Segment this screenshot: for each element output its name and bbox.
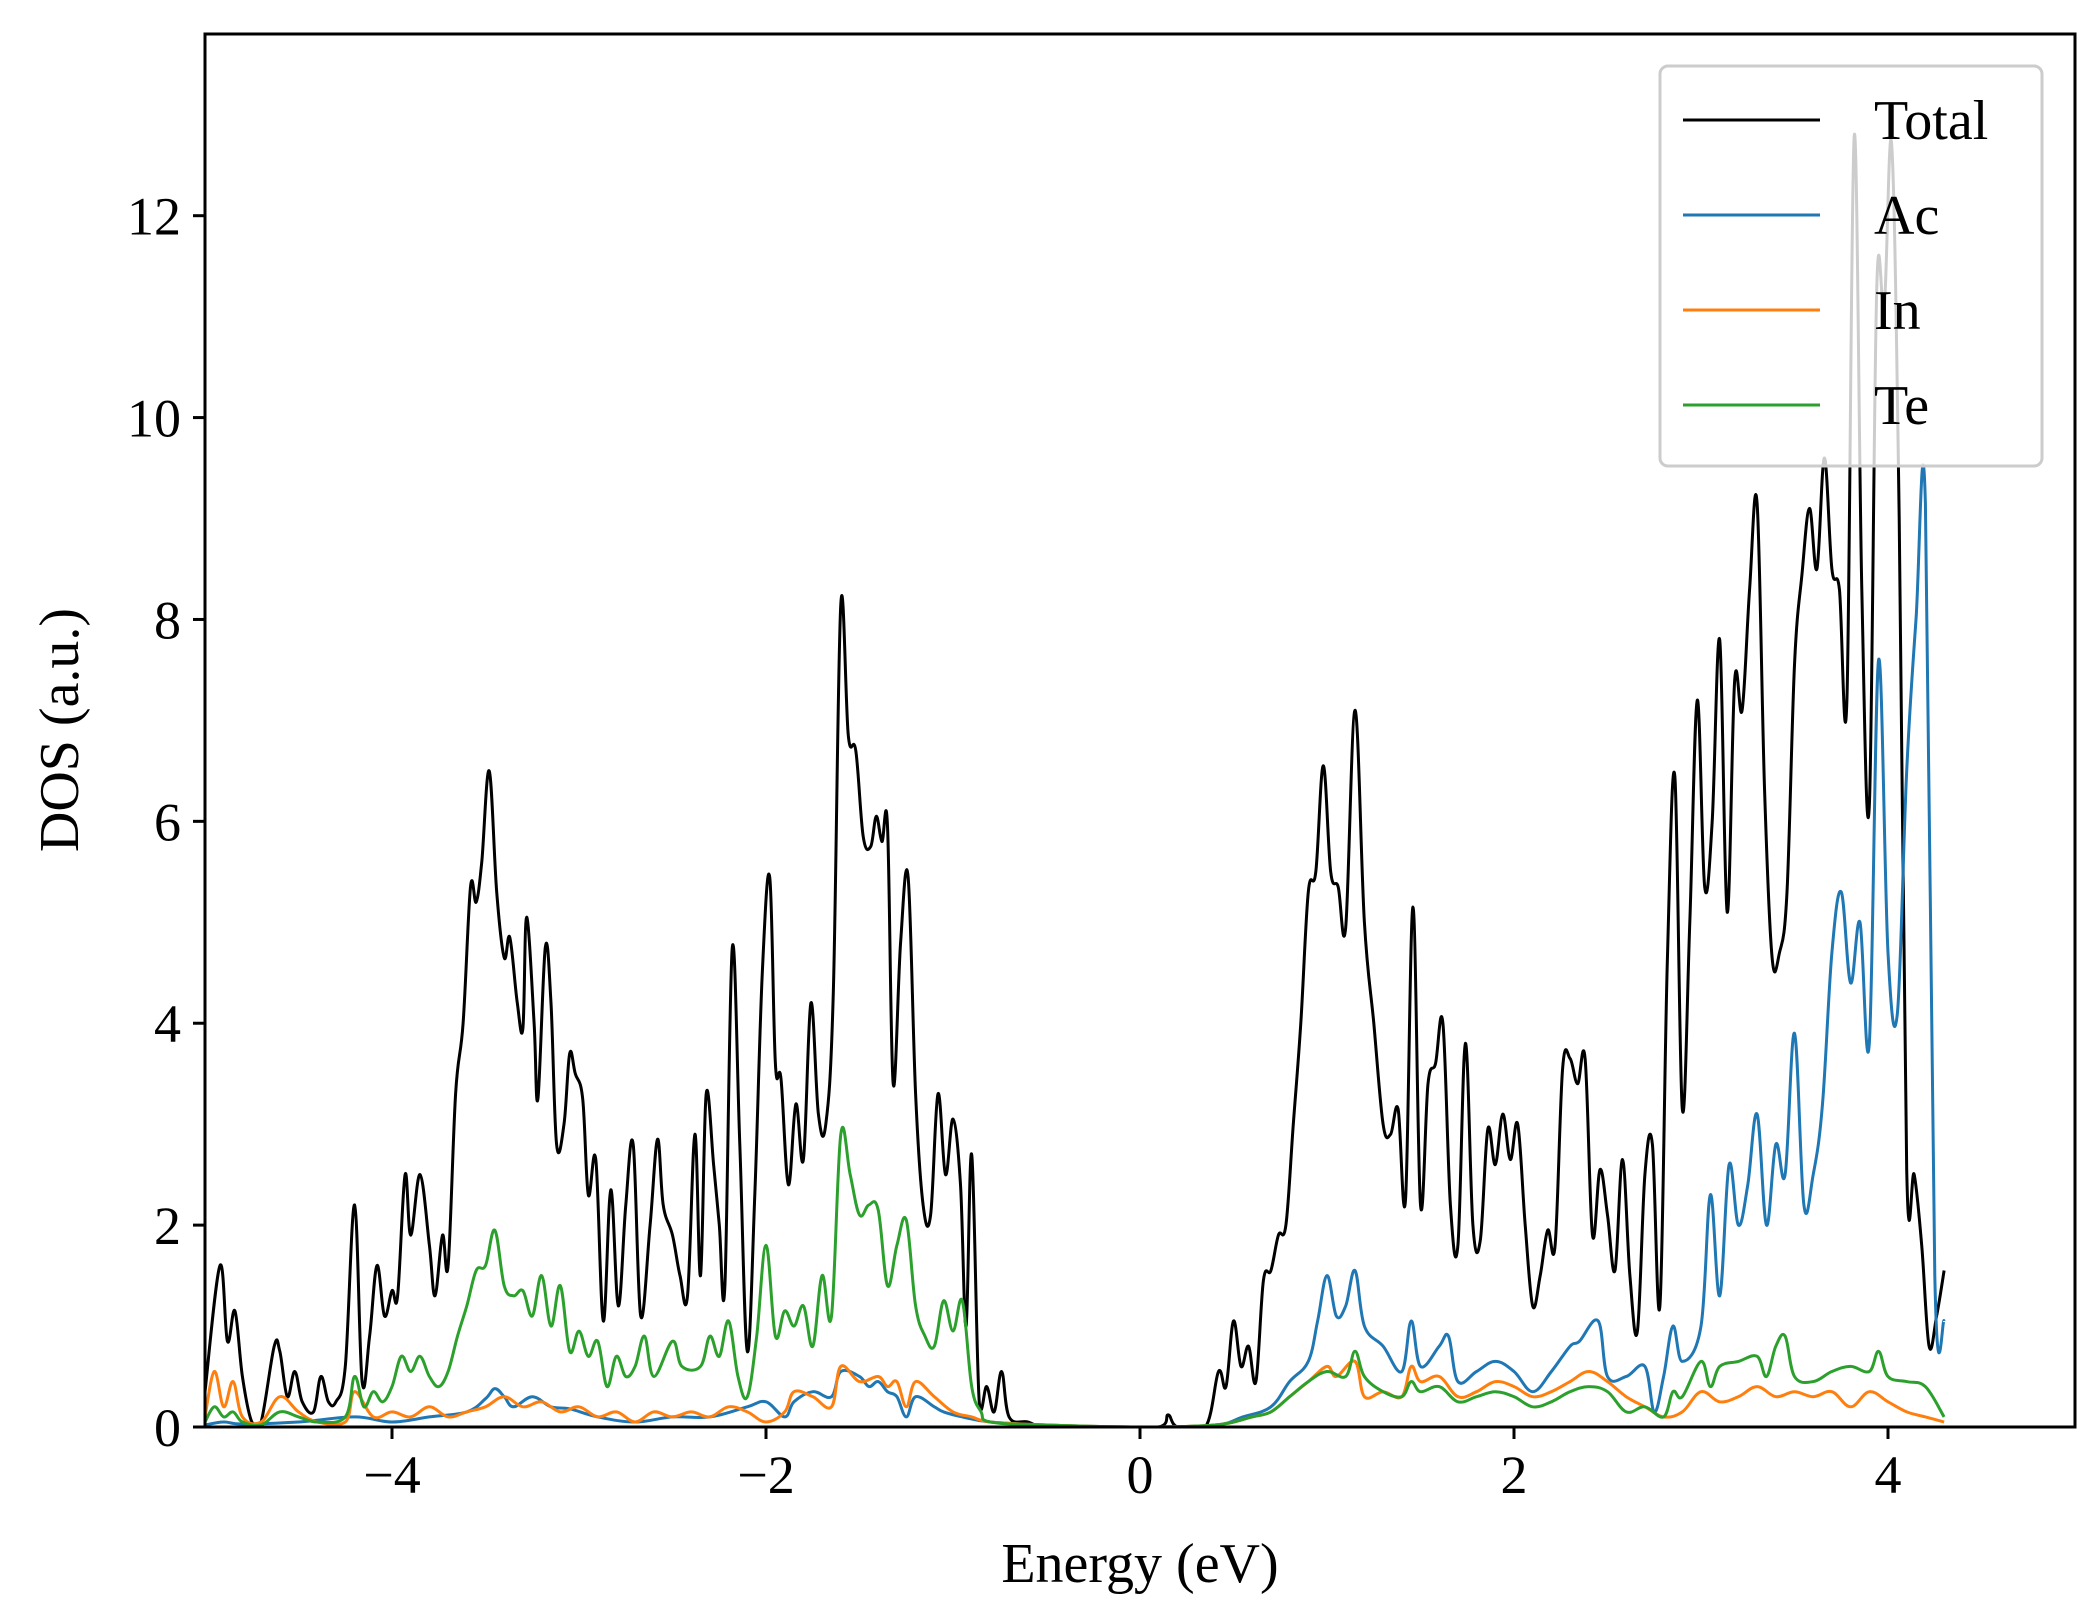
y-tick-label: 2 [154,1196,181,1256]
y-tick-label: 10 [127,389,181,449]
y-tick-label: 6 [154,792,181,852]
ticks-layer: −4 −2 0 2 4 0 2 4 6 8 10 12 [127,187,1902,1505]
y-tick-label: 8 [154,590,181,650]
x-tick-label: −4 [363,1445,420,1505]
y-axis-label: DOS (a.u.) [29,608,91,852]
x-tick-label: 2 [1501,1445,1528,1505]
x-tick-label: 4 [1875,1445,1902,1505]
x-tick-label: −2 [737,1445,794,1505]
legend-entries: Total Ac In Te [1683,90,1988,437]
legend-label-in: In [1874,280,1921,342]
y-tick-label: 4 [154,994,181,1054]
legend: Total Ac In Te [1658,64,2044,468]
legend-label-te: Te [1874,375,1929,437]
y-tick-label: 0 [154,1398,181,1458]
series-line-te [203,1125,1946,1429]
y-tick-label: 12 [127,187,181,247]
legend-label-total: Total [1874,90,1988,152]
legend-box [1658,64,2044,468]
x-tick-label: 0 [1127,1445,1154,1505]
series-line-ac [204,463,1946,1429]
x-axis-label: Energy (eV) [1001,1533,1278,1595]
legend-label-ac: Ac [1874,185,1939,247]
